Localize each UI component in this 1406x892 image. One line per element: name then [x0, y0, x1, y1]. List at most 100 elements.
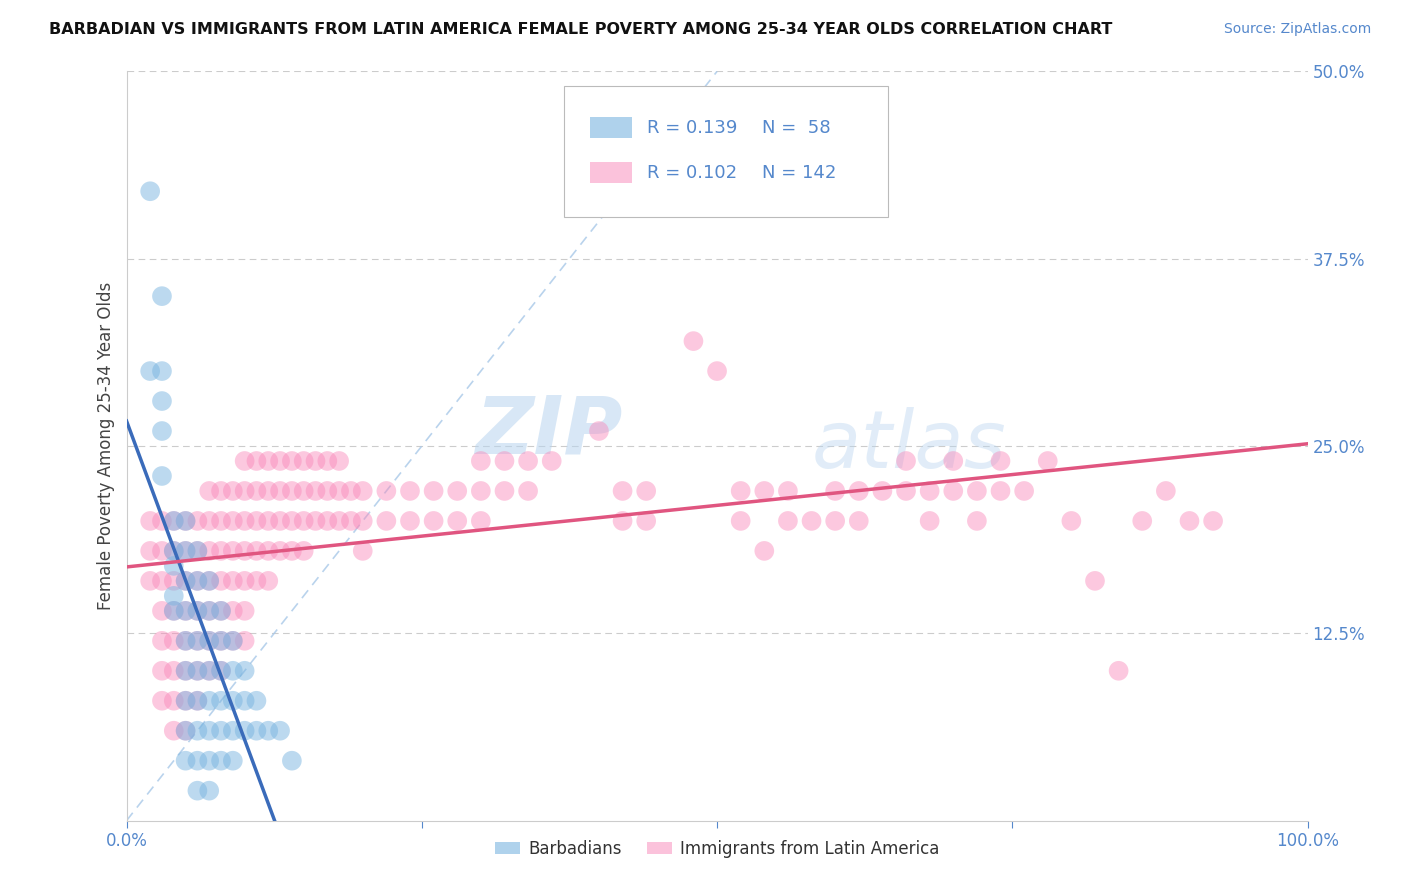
- Point: [245, 454, 267, 468]
- Point: [209, 514, 232, 528]
- Point: [222, 544, 245, 558]
- Point: [174, 574, 197, 588]
- Point: [174, 694, 197, 708]
- Point: [636, 514, 658, 528]
- Point: [209, 664, 232, 678]
- Point: [174, 694, 197, 708]
- Point: [257, 483, 280, 498]
- Point: [422, 514, 444, 528]
- Point: [198, 574, 221, 588]
- Point: [494, 454, 516, 468]
- Point: [174, 723, 197, 738]
- Point: [281, 514, 304, 528]
- Point: [150, 364, 173, 378]
- Point: [245, 544, 267, 558]
- Point: [824, 483, 846, 498]
- Point: [470, 514, 492, 528]
- Text: R = 0.102: R = 0.102: [647, 163, 737, 181]
- Point: [269, 544, 291, 558]
- Point: [150, 664, 173, 678]
- Point: [233, 664, 256, 678]
- Point: [163, 604, 186, 618]
- Point: [800, 514, 823, 528]
- Point: [186, 544, 208, 558]
- Point: [281, 754, 304, 768]
- Point: [1036, 454, 1059, 468]
- Point: [163, 589, 186, 603]
- Point: [222, 664, 245, 678]
- Point: [233, 574, 256, 588]
- Point: [292, 544, 315, 558]
- Point: [186, 754, 208, 768]
- Point: [257, 723, 280, 738]
- Point: [163, 633, 186, 648]
- Point: [163, 604, 186, 618]
- Point: [233, 483, 256, 498]
- Point: [174, 544, 197, 558]
- Point: [848, 483, 870, 498]
- Point: [281, 544, 304, 558]
- FancyBboxPatch shape: [589, 117, 633, 138]
- Point: [245, 694, 267, 708]
- Point: [186, 514, 208, 528]
- Point: [446, 514, 468, 528]
- Point: [245, 574, 267, 588]
- Point: [233, 454, 256, 468]
- Point: [647, 154, 669, 169]
- Text: Source: ZipAtlas.com: Source: ZipAtlas.com: [1223, 22, 1371, 37]
- Point: [150, 633, 173, 648]
- Point: [316, 483, 339, 498]
- Point: [222, 633, 245, 648]
- Point: [375, 483, 398, 498]
- Point: [292, 514, 315, 528]
- Point: [174, 604, 197, 618]
- Point: [186, 604, 208, 618]
- Point: [918, 483, 941, 498]
- Point: [198, 604, 221, 618]
- Point: [198, 514, 221, 528]
- Point: [540, 454, 562, 468]
- Point: [824, 514, 846, 528]
- Point: [990, 454, 1012, 468]
- Point: [209, 574, 232, 588]
- Point: [209, 483, 232, 498]
- Point: [233, 633, 256, 648]
- Point: [186, 694, 208, 708]
- Point: [186, 633, 208, 648]
- Point: [754, 544, 776, 558]
- Point: [257, 454, 280, 468]
- Text: N = 142: N = 142: [762, 163, 837, 181]
- Point: [163, 664, 186, 678]
- Point: [186, 664, 208, 678]
- Point: [352, 544, 374, 558]
- Point: [150, 604, 173, 618]
- Point: [446, 483, 468, 498]
- Point: [233, 694, 256, 708]
- Point: [186, 633, 208, 648]
- Text: atlas: atlas: [811, 407, 1007, 485]
- FancyBboxPatch shape: [589, 162, 633, 183]
- Point: [198, 664, 221, 678]
- Point: [872, 483, 894, 498]
- Point: [1130, 514, 1153, 528]
- Point: [470, 454, 492, 468]
- Point: [198, 664, 221, 678]
- Point: [257, 574, 280, 588]
- FancyBboxPatch shape: [564, 87, 889, 218]
- Point: [163, 574, 186, 588]
- Point: [352, 483, 374, 498]
- Point: [150, 289, 173, 303]
- Point: [139, 364, 162, 378]
- Point: [163, 544, 186, 558]
- Point: [399, 514, 422, 528]
- Point: [209, 633, 232, 648]
- Point: [150, 514, 173, 528]
- Point: [222, 633, 245, 648]
- Point: [1202, 514, 1225, 528]
- Point: [517, 454, 540, 468]
- Point: [222, 604, 245, 618]
- Point: [328, 454, 350, 468]
- Point: [174, 754, 197, 768]
- Point: [174, 723, 197, 738]
- Point: [186, 574, 208, 588]
